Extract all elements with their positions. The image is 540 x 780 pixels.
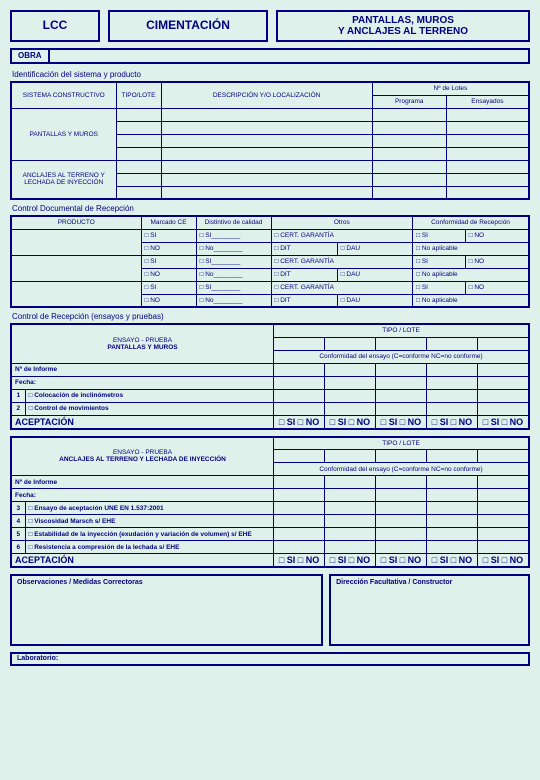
header: LCC CIMENTACIÓN PANTALLAS, MUROS Y ANCLA… xyxy=(10,10,530,42)
laboratorio: Laboratorio: xyxy=(10,652,530,666)
sec2-title: Control Documental de Recepción xyxy=(12,204,530,213)
obs-medidas: Observaciones / Medidas Correctoras xyxy=(10,574,323,646)
header-lcc: LCC xyxy=(10,10,100,42)
sec3b-table: ENSAYO - PRUEBA ANCLAJES AL TERRENO Y LE… xyxy=(10,436,530,569)
sec3-title: Control de Recepción (ensayos y pruebas) xyxy=(12,312,530,321)
sec1-table: SISTEMA CONSTRUCTIVO TIPO/LOTE DESCRIPCI… xyxy=(10,81,530,200)
obra-row: OBRA xyxy=(10,48,530,64)
obs-direccion: Dirección Facultativa / Constructor xyxy=(329,574,530,646)
obra-label: OBRA xyxy=(12,50,50,62)
header-cimentacion: CIMENTACIÓN xyxy=(108,10,268,42)
header-pantallas: PANTALLAS, MUROS Y ANCLAJES AL TERRENO xyxy=(276,10,530,42)
sec2-table: PRODUCTO Marcado CE Distintivo de calida… xyxy=(10,215,530,308)
observations-row: Observaciones / Medidas Correctoras Dire… xyxy=(10,574,530,646)
sec1-title: Identificación del sistema y producto xyxy=(12,70,530,79)
sec3a-table: ENSAYO - PRUEBA PANTALLAS Y MUROS TIPO /… xyxy=(10,323,530,430)
